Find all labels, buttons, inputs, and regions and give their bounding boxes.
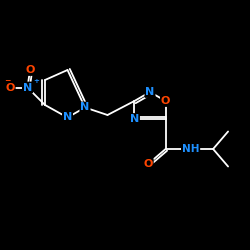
Text: +: +: [34, 78, 40, 84]
Text: N: N: [23, 82, 32, 92]
Text: N: N: [63, 112, 72, 122]
Text: O: O: [161, 96, 170, 106]
Text: O: O: [144, 159, 153, 169]
Text: N: N: [146, 87, 154, 97]
Text: NH: NH: [182, 144, 199, 154]
Text: N: N: [80, 102, 90, 113]
Text: O: O: [5, 82, 15, 92]
Text: O: O: [25, 65, 35, 75]
Text: N: N: [130, 114, 139, 124]
Text: −: −: [4, 76, 11, 85]
